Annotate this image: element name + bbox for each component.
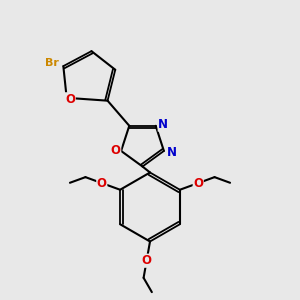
- Text: O: O: [111, 145, 121, 158]
- Text: O: O: [97, 177, 107, 190]
- Text: O: O: [193, 177, 203, 190]
- Text: N: N: [158, 118, 168, 131]
- Text: N: N: [167, 146, 176, 159]
- Text: O: O: [65, 93, 75, 106]
- Text: O: O: [142, 254, 152, 267]
- Text: Br: Br: [45, 58, 59, 68]
